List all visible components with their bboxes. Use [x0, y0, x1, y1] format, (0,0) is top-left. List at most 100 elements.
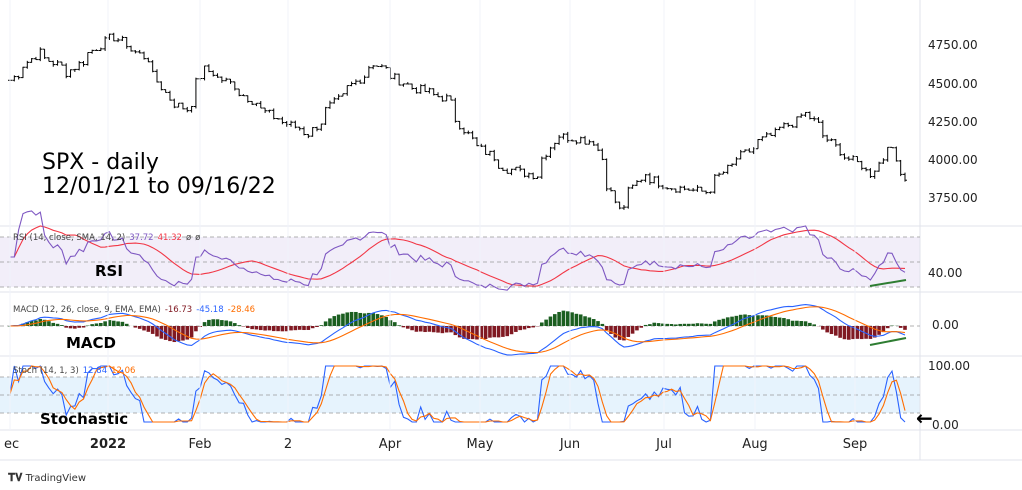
macd-histogram-bar — [751, 315, 756, 326]
macd-histogram-bar — [289, 326, 293, 331]
macd-tick-0: 0.00 — [932, 318, 959, 332]
macd-histogram-bar — [492, 326, 497, 338]
macd-histogram-bar — [194, 326, 198, 332]
macd-histogram-bar — [90, 324, 94, 326]
macd-histogram-bar — [362, 313, 367, 326]
macd-histogram-bar — [103, 321, 107, 326]
stoch-legend[interactable]: Stoch (14, 1, 3) 12.84 12.06 — [13, 366, 139, 376]
macd-histogram-bar — [687, 323, 691, 326]
macd-histogram-bar — [55, 323, 60, 326]
macd-histogram-bar — [440, 326, 445, 334]
time-tick-label: May — [466, 437, 494, 452]
macd-histogram-bar — [501, 326, 505, 337]
macd-histogram-bar — [168, 326, 172, 342]
macd-histogram-bar — [246, 326, 250, 328]
macd-histogram-bar — [821, 326, 825, 330]
macd-histogram-bar — [29, 320, 34, 326]
macd-histogram-bar — [514, 326, 518, 332]
macd-histogram-bar — [769, 316, 773, 326]
time-tick-label: Jul — [656, 437, 672, 452]
macd-histogram-bar — [630, 326, 635, 334]
macd-histogram-bar — [488, 326, 492, 338]
rsi-line — [10, 210, 906, 291]
macd-histogram-bar — [345, 312, 350, 326]
macd-histogram-bar — [600, 323, 605, 326]
macd-histogram-bar — [613, 326, 618, 338]
macd-histogram-bar — [898, 326, 903, 328]
macd-histogram-bar — [457, 326, 462, 338]
macd-histogram-bar — [371, 313, 375, 326]
rsi-tick-40: 40.00 — [928, 266, 963, 280]
macd-legend[interactable]: MACD (12, 26, close, 9, EMA, EMA) -16.73-… — [13, 305, 259, 315]
macd-histogram-bar — [609, 326, 613, 334]
macd-histogram-bar — [496, 326, 501, 338]
macd-histogram-bar — [336, 314, 341, 326]
macd-histogram-bar — [427, 326, 432, 332]
time-tick-label: Apr — [378, 437, 402, 452]
time-tick-label: Jun — [559, 437, 581, 452]
macd-histogram-bar — [462, 326, 466, 339]
macd-histogram-bar — [596, 321, 600, 326]
macd-histogram-bar — [708, 323, 713, 326]
macd-histogram-bar — [124, 323, 129, 326]
macd-signal-line — [9, 306, 906, 354]
time-tick-label: ec — [4, 437, 20, 452]
macd-histogram-bar — [639, 326, 644, 328]
macd-histogram-bar — [302, 326, 306, 331]
macd-histogram-bar — [414, 326, 419, 332]
macd-histogram-bar — [81, 326, 86, 328]
macd-histogram-bar — [648, 324, 652, 326]
macd-histogram-bar — [267, 326, 272, 331]
macd-histogram-bar — [254, 326, 259, 330]
macd-histogram-bar — [328, 318, 332, 326]
macd-histogram-bar — [410, 326, 414, 331]
macd-histogram-bar — [418, 326, 423, 332]
macd-histogram-bar — [622, 326, 626, 341]
macd-histogram-bar — [574, 313, 579, 326]
macd-histogram-bar — [431, 326, 436, 333]
macd-histogram-bar — [250, 326, 254, 330]
macd-histogram-bar — [682, 323, 687, 326]
price-tick-4750: 4750.00 — [928, 38, 978, 52]
macd-histogram-bar — [799, 321, 804, 326]
macd-histogram-bar — [25, 322, 30, 326]
rsi-annotation: RSI — [95, 262, 123, 280]
macd-histogram-bar — [397, 325, 401, 326]
macd-legend-label: MACD (12, 26, close, 9, EMA, EMA) — [13, 305, 161, 315]
macd-histogram-bar — [68, 326, 73, 329]
macd-histogram-bar — [116, 321, 120, 326]
stoch-tick-0: 0.00 — [932, 418, 959, 432]
macd-histogram-bar — [790, 320, 795, 326]
branding-text: TradingView — [25, 473, 86, 484]
macd-histogram-bar — [237, 325, 241, 326]
macd-histogram-bar — [669, 324, 674, 326]
macd-histogram-bar — [375, 314, 380, 326]
tradingview-logo[interactable]: 𝐓𝐕 TradingView — [8, 471, 86, 484]
price-tick-3750: 3750.00 — [928, 191, 978, 205]
rsi-ma-value: 41.32 — [157, 233, 182, 243]
macd-histogram-bar — [310, 326, 315, 329]
macd-hist-value: -16.73 — [164, 305, 193, 315]
macd-histogram-bar — [323, 321, 328, 326]
macd-histogram-bar — [215, 319, 220, 326]
macd-histogram-bar — [859, 326, 864, 340]
macd-histogram-bar — [111, 320, 116, 326]
macd-histogram-bar — [401, 326, 406, 328]
macd-histogram-bar — [466, 326, 471, 339]
macd-histogram-bar — [548, 316, 553, 326]
macd-histogram-bar — [64, 326, 69, 328]
rsi-legend[interactable]: RSI (14, close, SMA, 14, 2) 37.72 41.32 ø ø — [13, 233, 204, 243]
macd-histogram-bar — [864, 326, 868, 339]
macd-histogram-bar — [691, 323, 695, 326]
macd-histogram-bar — [393, 322, 397, 326]
chart-title-annotation: SPX - daily — [42, 150, 159, 175]
stochastic-annotation: Stochastic — [40, 410, 129, 428]
macd-histogram-bar — [207, 319, 211, 326]
macd-histogram-bar — [699, 323, 704, 326]
macd-histogram-bar — [652, 322, 657, 326]
macd-histogram-bar — [98, 322, 103, 326]
macd-histogram-bar — [743, 314, 747, 326]
macd-histogram-bar — [808, 322, 812, 326]
rsi-band-value-2: ø — [195, 233, 201, 243]
